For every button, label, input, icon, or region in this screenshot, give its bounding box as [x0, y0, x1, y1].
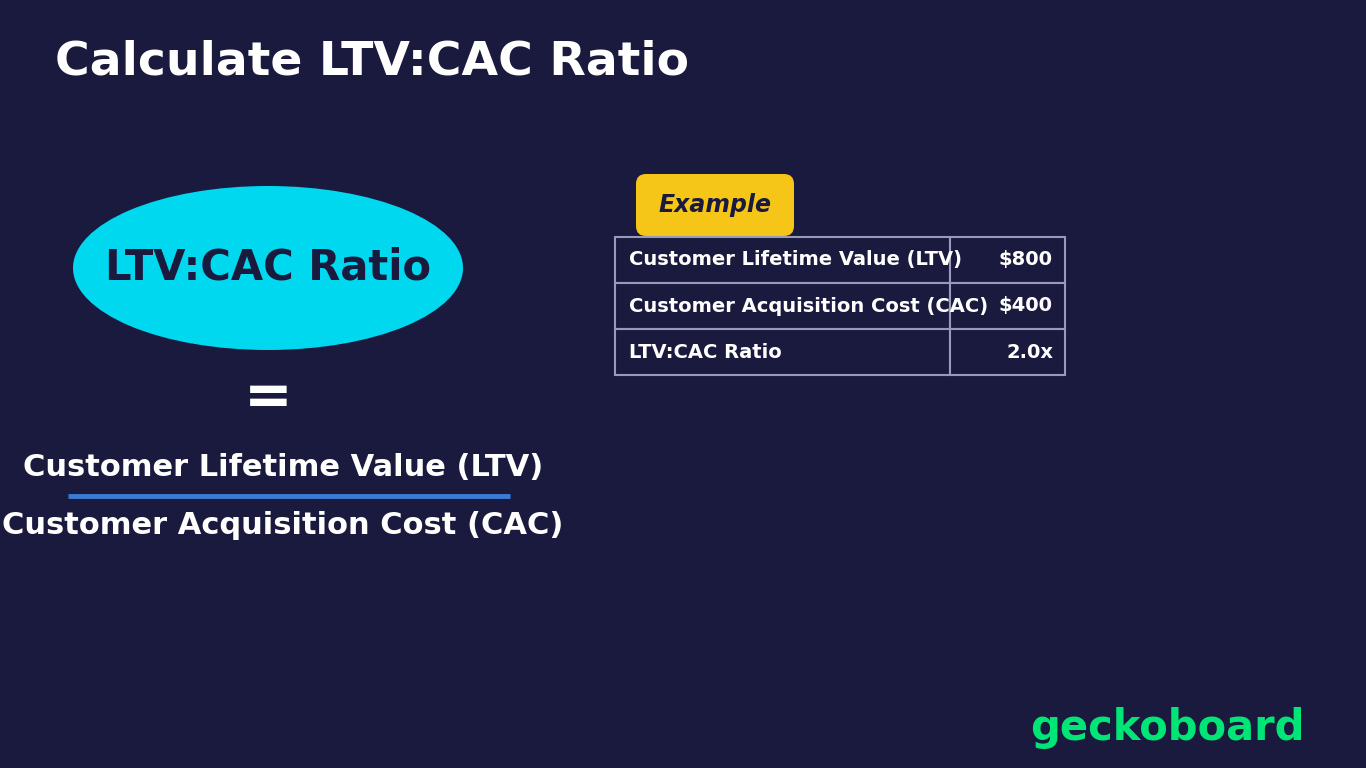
Text: Example: Example: [658, 193, 772, 217]
Text: 2.0x: 2.0x: [1005, 343, 1053, 362]
FancyBboxPatch shape: [637, 174, 794, 236]
Text: $800: $800: [999, 250, 1053, 270]
Text: Customer Lifetime Value (LTV): Customer Lifetime Value (LTV): [23, 452, 544, 482]
Bar: [615, 237, 949, 283]
Ellipse shape: [72, 186, 463, 350]
Bar: [949, 283, 1065, 329]
Text: LTV:CAC Ratio: LTV:CAC Ratio: [628, 343, 781, 362]
Text: Customer Acquisition Cost (CAC): Customer Acquisition Cost (CAC): [3, 511, 564, 539]
Text: $400: $400: [999, 296, 1053, 316]
Text: Calculate LTV:CAC Ratio: Calculate LTV:CAC Ratio: [55, 39, 688, 84]
Text: =: =: [243, 369, 292, 426]
Text: Customer Lifetime Value (LTV): Customer Lifetime Value (LTV): [628, 250, 962, 270]
Text: geckoboard: geckoboard: [1030, 707, 1305, 749]
Bar: [615, 329, 949, 375]
Bar: [949, 329, 1065, 375]
Text: Customer Acquisition Cost (CAC): Customer Acquisition Cost (CAC): [628, 296, 988, 316]
Bar: [615, 283, 949, 329]
Text: LTV:CAC Ratio: LTV:CAC Ratio: [105, 247, 432, 289]
Bar: [949, 237, 1065, 283]
